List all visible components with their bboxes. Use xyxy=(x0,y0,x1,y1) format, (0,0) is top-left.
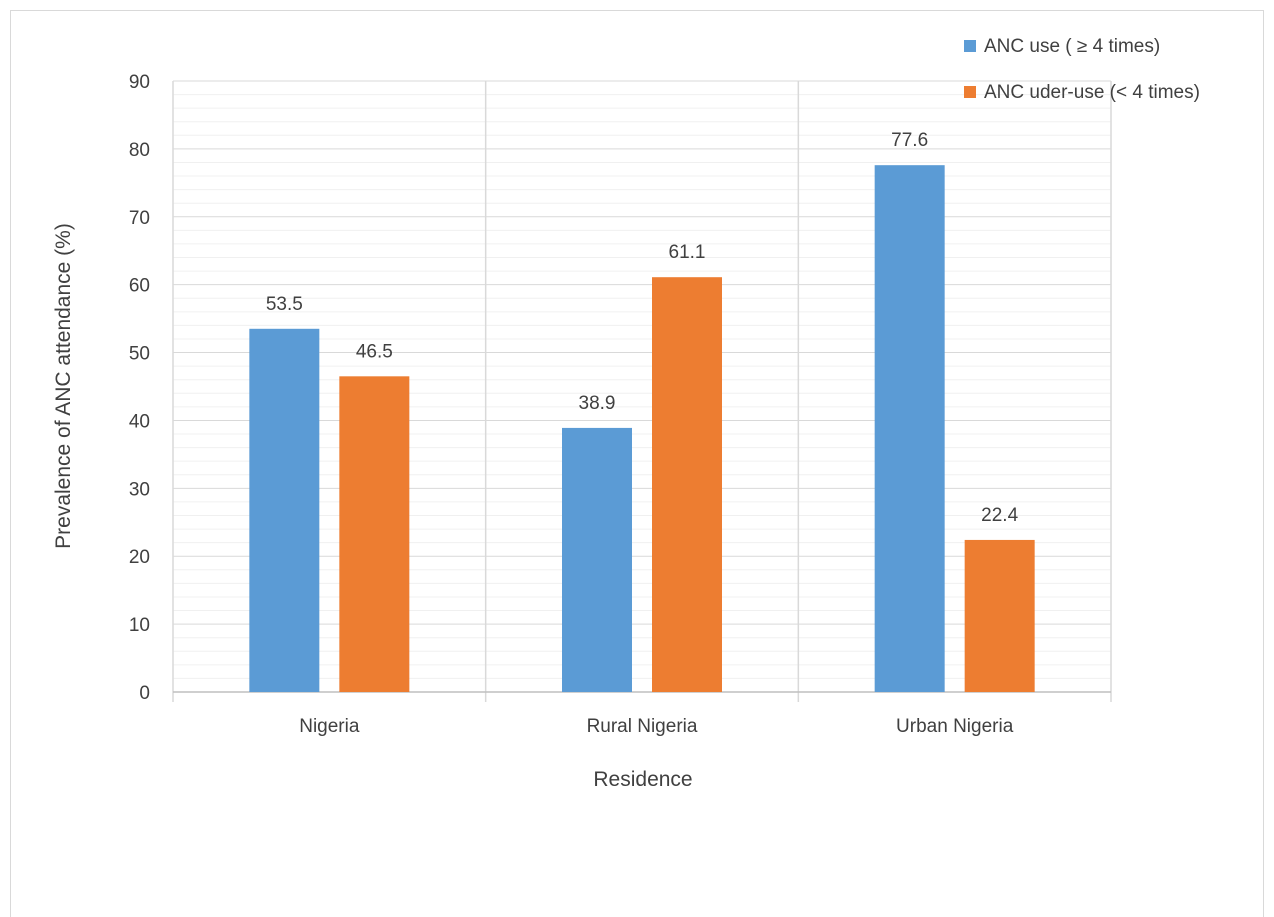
data-label: 77.6 xyxy=(891,130,928,151)
legend-label-anc-under-use: ANC uder-use (< 4 times) xyxy=(984,82,1200,103)
x-axis-title: Residence xyxy=(593,768,692,791)
data-label: 38.9 xyxy=(579,393,616,414)
y-tick-label: 10 xyxy=(129,615,150,636)
data-label: 22.4 xyxy=(981,505,1018,526)
y-tick-label: 70 xyxy=(129,208,150,229)
minor-gridlines xyxy=(173,94,1111,679)
y-axis-tick-labels: 0 10 20 30 40 50 60 70 80 90 xyxy=(129,72,150,704)
y-tick-label: 50 xyxy=(129,344,150,365)
y-tick-label: 30 xyxy=(129,479,150,500)
legend: ANC use ( ≥ 4 times) ANC uder-use (< 4 t… xyxy=(964,36,1200,103)
x-tick-label: Urban Nigeria xyxy=(896,716,1014,737)
legend-swatch-anc-under-use xyxy=(964,86,976,98)
x-tick-label: Nigeria xyxy=(299,716,360,737)
y-tick-label: 80 xyxy=(129,140,150,161)
y-tick-label: 40 xyxy=(129,411,150,432)
data-label: 46.5 xyxy=(356,341,393,362)
y-tick-label: 0 xyxy=(139,683,150,704)
major-gridlines xyxy=(173,80,1111,625)
bars xyxy=(249,165,1035,692)
category-gridlines xyxy=(172,81,1112,702)
data-label: 53.5 xyxy=(266,294,303,315)
chart-frame xyxy=(10,10,1264,917)
y-axis-title: Prevalence of ANC attendance (%) xyxy=(52,223,75,549)
data-labels: 53.5 46.5 38.9 61.1 77.6 22.4 xyxy=(266,130,1019,526)
legend-swatch-anc-use xyxy=(964,40,976,52)
bar-anc-use-1 xyxy=(562,427,632,692)
bar-anc-under-use-2 xyxy=(964,539,1035,692)
bar-anc-under-use-1 xyxy=(652,277,722,692)
x-axis-tick-labels: Nigeria Rural Nigeria Urban Nigeria xyxy=(299,716,1013,737)
y-tick-label: 90 xyxy=(129,72,150,93)
bar-anc-under-use-0 xyxy=(339,376,410,692)
legend-label-anc-use: ANC use ( ≥ 4 times) xyxy=(984,36,1160,57)
data-label: 61.1 xyxy=(669,242,706,263)
x-tick-label: Rural Nigeria xyxy=(587,716,698,737)
y-tick-label: 20 xyxy=(129,547,150,568)
bar-anc-use-0 xyxy=(249,328,320,692)
bar-anc-use-2 xyxy=(874,165,945,692)
y-tick-label: 60 xyxy=(129,276,150,297)
